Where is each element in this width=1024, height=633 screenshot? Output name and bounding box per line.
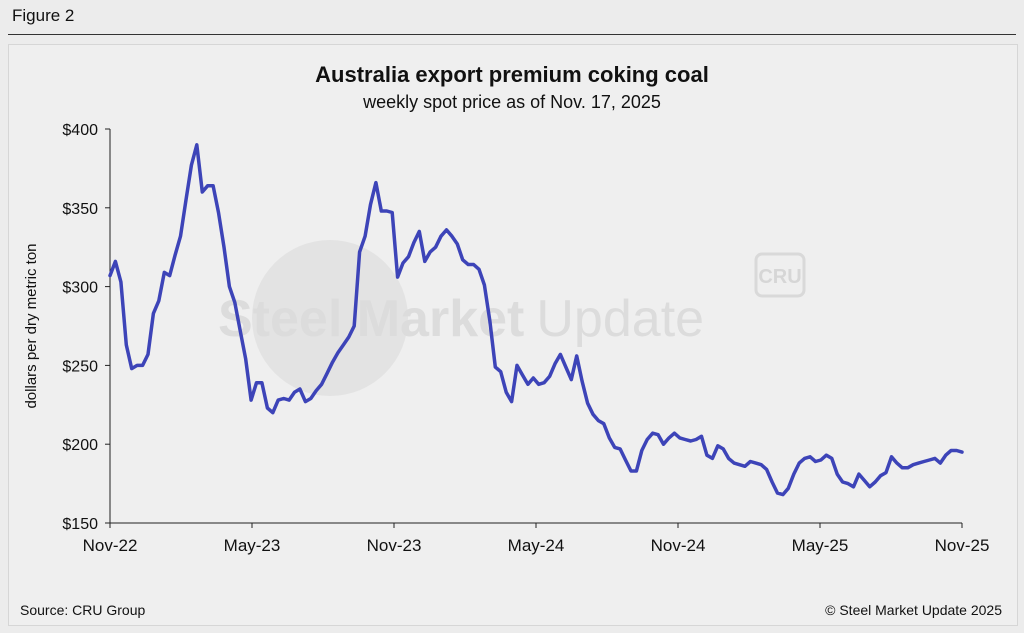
watermark-text-bold: Steel Market — [218, 290, 524, 348]
chart-panel — [8, 44, 1018, 626]
watermark-globe — [252, 240, 408, 396]
y-tick-label: $400 — [62, 122, 98, 139]
watermark-badge — [754, 252, 806, 298]
y-tick-label: $250 — [62, 358, 98, 375]
x-tick-label: May-23 — [224, 536, 281, 555]
watermark: Steel Market Update CRU — [218, 240, 806, 396]
chart-series — [108, 143, 964, 497]
y-tick-label: $300 — [62, 280, 98, 297]
figure-divider — [8, 34, 1016, 35]
chart-subtitle: weekly spot price as of Nov. 17, 2025 — [363, 92, 661, 112]
copyright-note: © Steel Market Update 2025 — [825, 602, 1002, 618]
x-tick-label: Nov-23 — [367, 536, 422, 555]
figure-label: Figure 2 — [12, 6, 75, 25]
chart-axes: $150 $200 $250 $300 $350 $400 Nov-22 May-23 Nov-… — [23, 122, 989, 555]
watermark-text-light: Update — [536, 290, 704, 348]
y-tick-label: $150 — [62, 516, 98, 533]
y-tick-label: $200 — [62, 437, 98, 454]
source-note: Source: CRU Group — [20, 602, 146, 618]
y-axis-label: dollars per dry metric ton — [23, 243, 40, 408]
watermark-text: Steel Market Update — [218, 290, 704, 348]
watermark-badge-text: CRU — [758, 266, 801, 288]
chart-title: Australia export premium coking coal — [315, 62, 709, 87]
x-tick-label: May-24 — [508, 536, 565, 555]
x-tick-label: Nov-22 — [83, 536, 138, 555]
x-tick-label: Nov-24 — [651, 536, 706, 555]
x-tick-label: May-25 — [792, 536, 849, 555]
x-tick-label: Nov-25 — [935, 536, 990, 555]
y-tick-label: $350 — [62, 201, 98, 218]
series-line — [108, 143, 964, 497]
